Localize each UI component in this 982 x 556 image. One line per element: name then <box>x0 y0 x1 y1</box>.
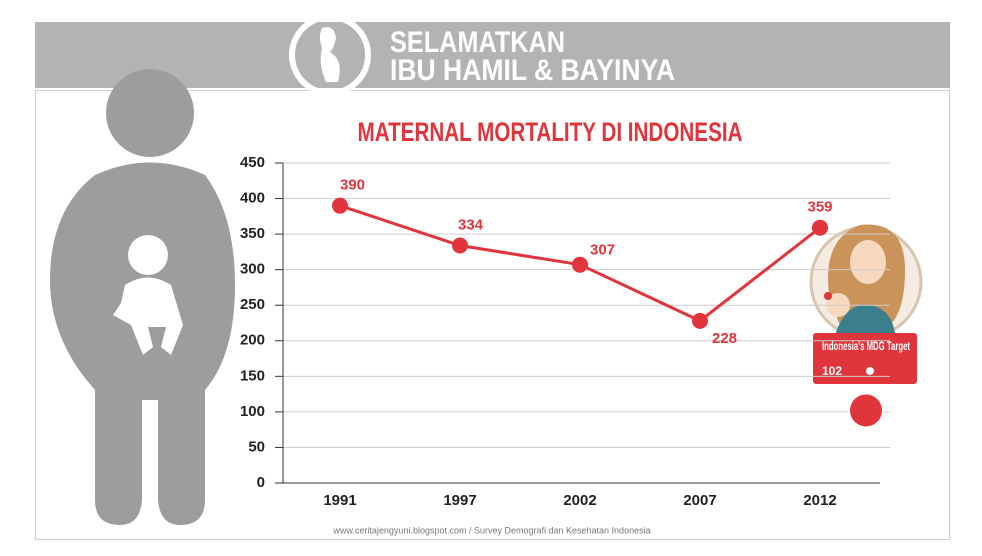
value-label: 359 <box>807 199 832 216</box>
target-dot <box>866 367 874 375</box>
x-tick-label: 2007 <box>683 492 716 509</box>
target-marker <box>850 394 882 427</box>
x-tick-label: 1997 <box>443 492 476 509</box>
y-tick-label: 100 <box>240 403 265 420</box>
point <box>572 256 588 273</box>
chart-title: MATERNAL MORTALITY DI INDONESIA <box>358 117 743 147</box>
x-tick-label: 2002 <box>563 492 596 509</box>
point <box>692 312 708 329</box>
y-tick-label: 300 <box>240 261 265 278</box>
value-label: 334 <box>458 216 484 233</box>
value-label: 228 <box>712 330 737 347</box>
y-tick-label: 450 <box>240 154 265 171</box>
y-tick-label: 200 <box>240 332 265 349</box>
value-label: 390 <box>340 177 365 194</box>
baby-icon <box>113 235 183 355</box>
y-tick-label: 400 <box>240 190 265 207</box>
point <box>452 237 468 254</box>
y-tick-label: 150 <box>240 367 265 384</box>
x-tick-label: 1991 <box>323 492 356 509</box>
value-label: 307 <box>590 242 615 259</box>
y-tick-label: 0 <box>257 474 265 491</box>
header-line1: SELAMATKAN <box>390 26 565 59</box>
y-tick-label: 250 <box>240 296 265 313</box>
point <box>812 219 828 236</box>
x-tick-label: 2012 <box>803 492 836 509</box>
header-icon-figure <box>320 27 340 82</box>
point <box>332 197 348 214</box>
header-band <box>35 22 950 88</box>
y-tick-label: 350 <box>240 225 265 242</box>
source-note: www.ceritajengyuni.blogspot.com / Survey… <box>332 525 650 535</box>
target-label: Indonesia's MDG Target <box>822 339 910 353</box>
header-line2: IBU HAMIL & BAYINYA <box>390 54 675 87</box>
target-box <box>813 333 917 384</box>
target-value: 102 <box>822 364 842 378</box>
mother-illustration <box>809 224 923 339</box>
header-icon <box>289 14 371 96</box>
content-frame <box>35 90 950 540</box>
y-tick-label: 50 <box>248 438 265 455</box>
